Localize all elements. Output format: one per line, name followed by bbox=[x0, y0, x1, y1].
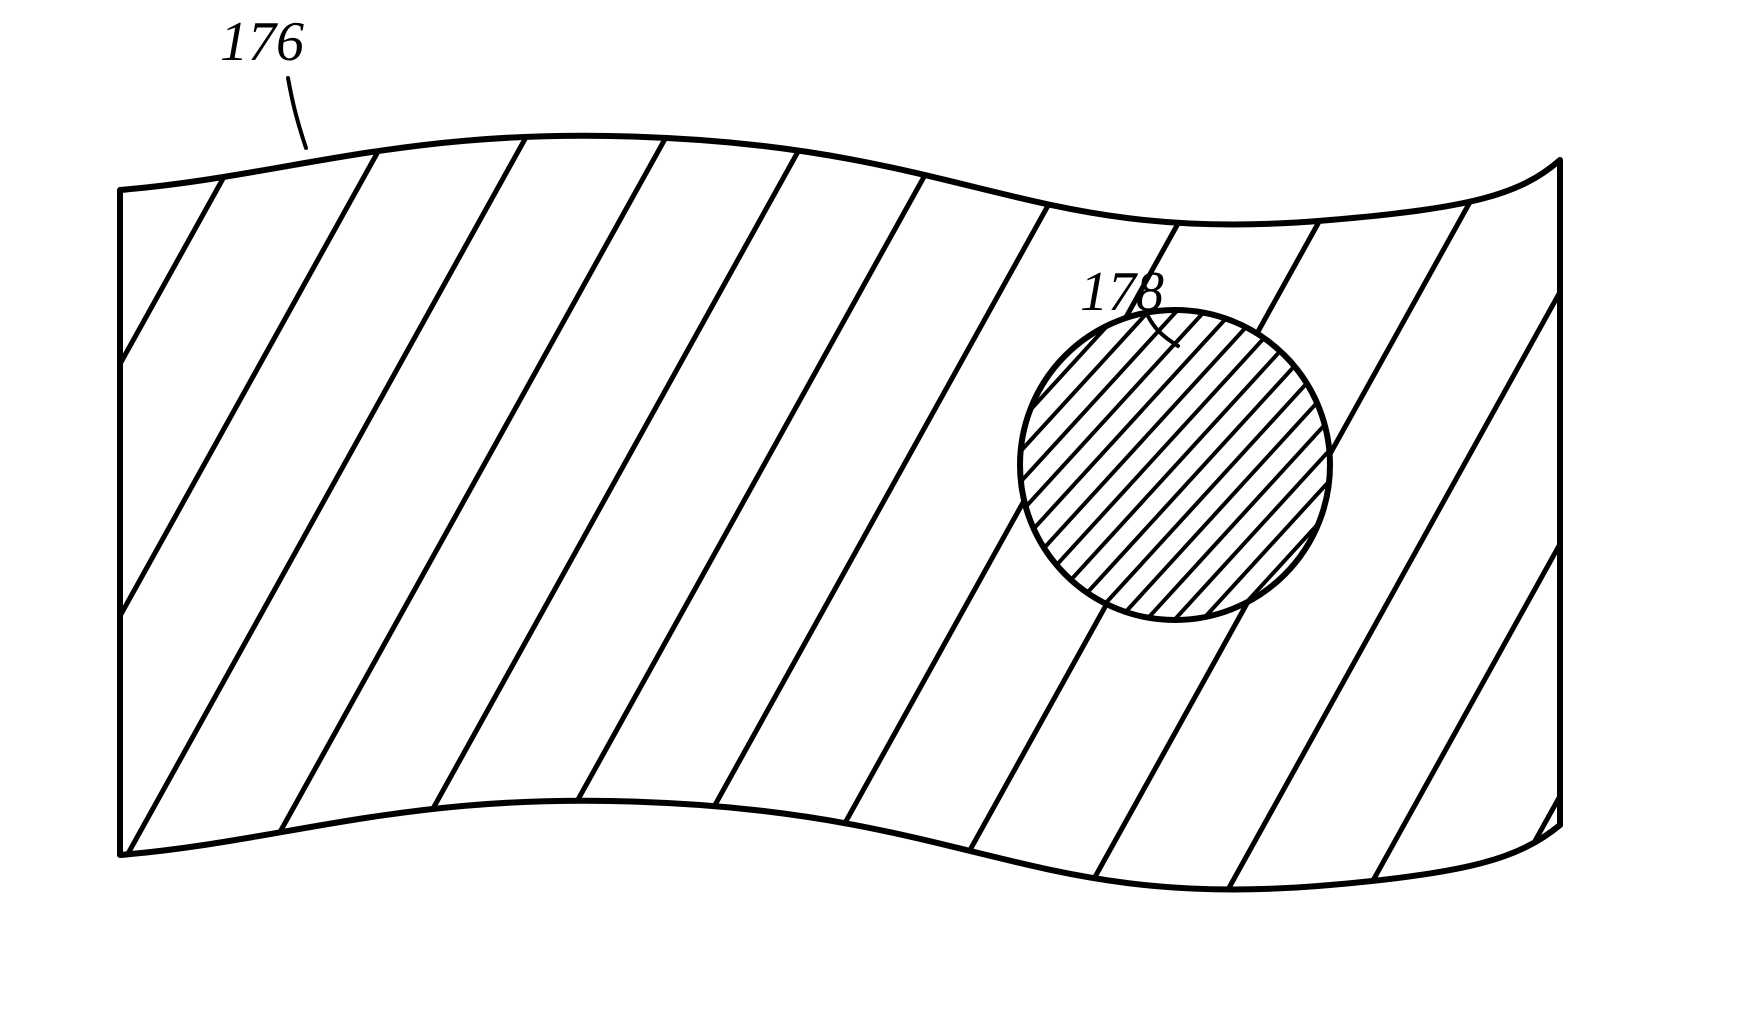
leader-176 bbox=[288, 78, 306, 148]
ref-label-178: 178 bbox=[1080, 260, 1164, 324]
ref-label-176: 176 bbox=[220, 10, 304, 74]
figure-svg bbox=[0, 0, 1757, 1016]
patent-figure: 176 178 bbox=[0, 0, 1757, 1016]
